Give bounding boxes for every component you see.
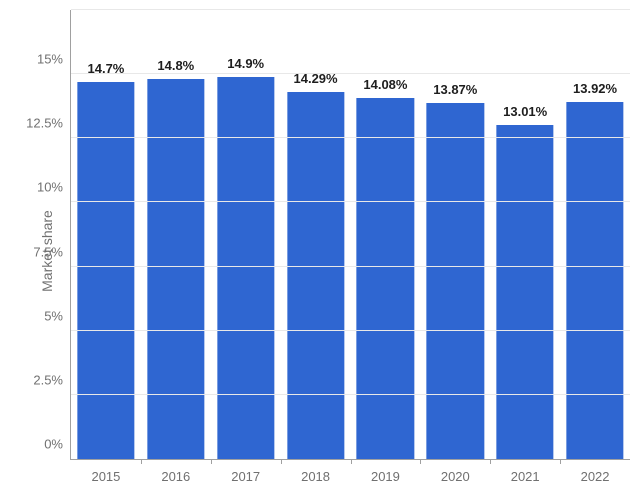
- bar: 13.92%: [566, 102, 623, 459]
- bar: 14.9%: [217, 77, 274, 459]
- x-tick-label: 2016: [161, 469, 190, 484]
- x-tick-label: 2017: [231, 469, 260, 484]
- x-tick-minor: [141, 459, 142, 464]
- y-tick-label: 5%: [44, 308, 71, 323]
- bar-value-label: 13.01%: [503, 104, 547, 119]
- bar-slot: 13.01%2021: [490, 10, 560, 459]
- x-tick-minor: [420, 459, 421, 464]
- y-tick-label: 17.5%: [26, 0, 71, 3]
- x-tick-minor: [281, 459, 282, 464]
- y-tick-label: 12.5%: [26, 116, 71, 131]
- gridline: [71, 201, 630, 202]
- bar-value-label: 14.8%: [157, 58, 194, 73]
- bar: 14.7%: [77, 82, 134, 459]
- bar-slot: 14.7%2015: [71, 10, 141, 459]
- gridline: [71, 137, 630, 138]
- gridline: [71, 394, 630, 395]
- gridline: [71, 266, 630, 267]
- plot-area: 14.7%201514.8%201614.9%201714.29%201814.…: [70, 10, 630, 460]
- bar-slot: 14.9%2017: [211, 10, 281, 459]
- bar: 14.29%: [287, 92, 344, 459]
- bar-slot: 14.8%2016: [141, 10, 211, 459]
- bar-value-label: 13.92%: [573, 81, 617, 96]
- y-tick-label: 15%: [37, 52, 71, 67]
- x-tick-label: 2018: [301, 469, 330, 484]
- x-tick-minor: [211, 459, 212, 464]
- bar-slot: 13.92%2022: [560, 10, 630, 459]
- y-tick-label: 7.5%: [33, 244, 71, 259]
- market-share-bar-chart: Market share 14.7%201514.8%201614.9%2017…: [0, 0, 640, 502]
- gridline: [71, 73, 630, 74]
- bar: 14.8%: [147, 79, 204, 459]
- x-tick-label: 2020: [441, 469, 470, 484]
- bars-container: 14.7%201514.8%201614.9%201714.29%201814.…: [71, 10, 630, 459]
- bar-slot: 14.08%2019: [351, 10, 421, 459]
- x-tick-label: 2022: [581, 469, 610, 484]
- x-tick-minor: [490, 459, 491, 464]
- x-tick-label: 2021: [511, 469, 540, 484]
- x-tick-minor: [560, 459, 561, 464]
- y-tick-label: 10%: [37, 180, 71, 195]
- x-tick-label: 2019: [371, 469, 400, 484]
- bar-slot: 14.29%2018: [281, 10, 351, 459]
- bar-value-label: 14.08%: [363, 77, 407, 92]
- bar-value-label: 13.87%: [433, 82, 477, 97]
- x-tick-label: 2015: [91, 469, 120, 484]
- bar: 13.87%: [427, 103, 484, 459]
- bar: 13.01%: [497, 125, 554, 459]
- gridline: [71, 9, 630, 10]
- y-tick-label: 0%: [44, 437, 71, 452]
- y-tick-label: 2.5%: [33, 372, 71, 387]
- bar: 14.08%: [357, 98, 414, 459]
- gridline: [71, 330, 630, 331]
- x-tick-minor: [351, 459, 352, 464]
- bar-slot: 13.87%2020: [420, 10, 490, 459]
- bar-value-label: 14.9%: [227, 56, 264, 71]
